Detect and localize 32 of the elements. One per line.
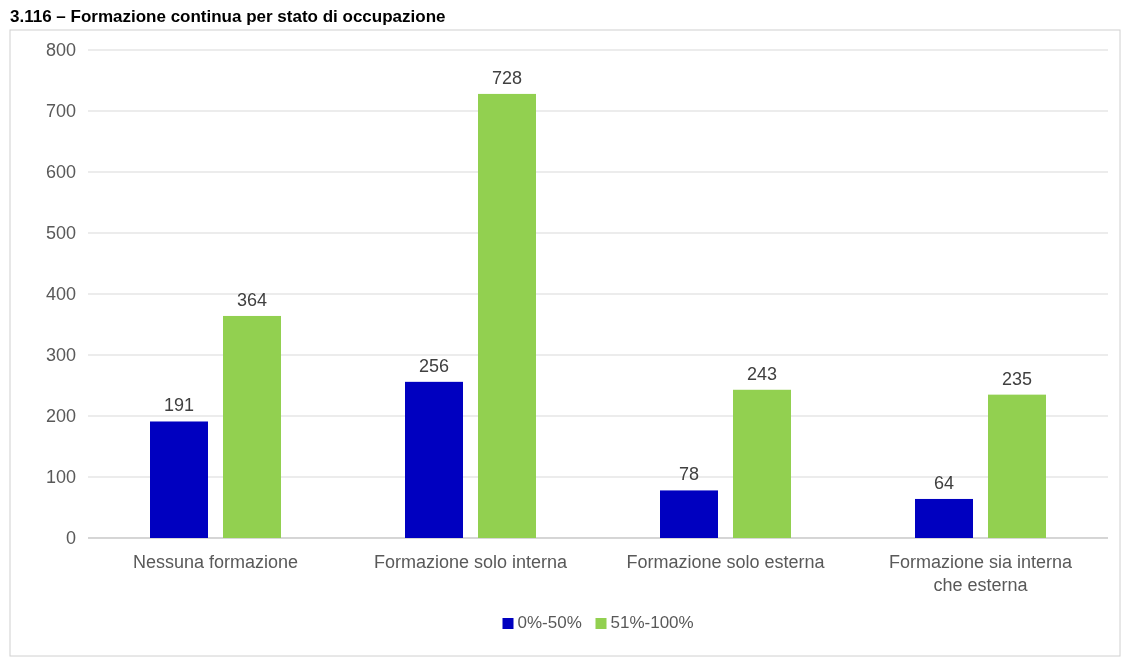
bar xyxy=(405,381,463,538)
y-tick-label: 800 xyxy=(45,40,76,61)
data-label: 728 xyxy=(491,67,523,88)
x-tick-label: Nessuna formazione xyxy=(132,552,299,572)
legend-label: 0%-50% xyxy=(517,613,582,632)
y-tick-label: 600 xyxy=(45,162,76,183)
y-tick-label: 500 xyxy=(45,223,76,244)
data-label: 256 xyxy=(418,355,450,376)
bar xyxy=(915,498,973,538)
data-label: 235 xyxy=(1001,368,1033,389)
bar xyxy=(223,315,281,538)
chart-title: 3.116 – Formazione continua per stato di occupazione xyxy=(10,7,446,26)
data-label: 191 xyxy=(163,395,195,416)
x-tick-label: Formazione sia interna che esterna xyxy=(888,552,1074,595)
legend-label: 51%-100% xyxy=(610,613,694,632)
bar xyxy=(660,490,718,538)
y-tick-label: 100 xyxy=(45,467,76,488)
y-tick-label: 700 xyxy=(45,101,76,122)
data-label: 78 xyxy=(678,464,700,485)
bar xyxy=(988,394,1046,538)
data-label: 364 xyxy=(236,289,268,310)
bar xyxy=(478,93,536,538)
y-tick-label: 300 xyxy=(45,345,76,366)
bar xyxy=(150,421,208,538)
y-tick-label: 0 xyxy=(65,528,76,549)
bar xyxy=(733,389,791,538)
x-tick-label: Formazione solo esterna xyxy=(626,552,826,572)
data-label: 64 xyxy=(933,472,955,493)
y-tick-label: 200 xyxy=(45,406,76,427)
y-tick-label: 400 xyxy=(45,284,76,305)
data-label: 243 xyxy=(746,363,778,384)
x-tick-label: Formazione solo interna xyxy=(373,552,569,572)
